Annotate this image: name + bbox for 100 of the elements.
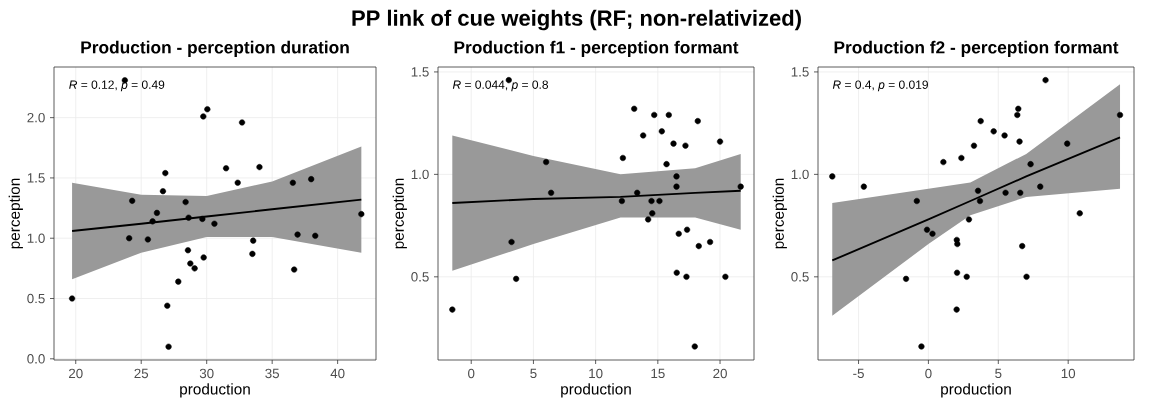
point <box>289 179 296 186</box>
point <box>974 187 982 194</box>
point <box>673 269 680 276</box>
point <box>923 226 931 233</box>
point <box>294 231 301 238</box>
x-tick-label: 5 <box>995 368 1002 379</box>
point <box>449 306 456 313</box>
point <box>977 118 984 125</box>
point <box>645 216 652 223</box>
y-tick-label: 1.5 <box>791 67 809 77</box>
point <box>716 138 724 145</box>
point <box>149 218 156 225</box>
point <box>1016 138 1023 145</box>
x-tick-label: 15 <box>651 368 665 379</box>
point <box>902 275 910 282</box>
y-tick-label: 1.5 <box>411 67 429 77</box>
x-tick-label: 5 <box>530 368 537 379</box>
point <box>673 183 680 190</box>
point <box>223 165 230 172</box>
point <box>234 179 241 186</box>
point <box>913 197 920 205</box>
point <box>965 216 973 223</box>
point <box>184 247 192 254</box>
x-tick-label: -5 <box>853 368 864 379</box>
x-axis-title: production <box>180 383 250 398</box>
point <box>958 154 965 162</box>
point <box>1014 111 1021 119</box>
point <box>663 161 670 168</box>
point <box>291 266 298 273</box>
point <box>631 105 638 112</box>
x-tick-label: 30 <box>199 368 214 379</box>
point <box>129 197 136 204</box>
point <box>256 164 263 171</box>
point <box>126 235 133 242</box>
point <box>954 269 961 276</box>
point <box>182 198 189 206</box>
point <box>211 220 218 227</box>
point <box>695 243 702 250</box>
point <box>1064 140 1071 147</box>
chart-title: Production f1 - perception formant <box>454 40 739 57</box>
y-tick-label: 1.0 <box>27 233 45 243</box>
text: PP link of cue weights (RF; non-relativized) <box>352 9 801 31</box>
point <box>651 111 658 119</box>
y-tick-label: 1.0 <box>411 169 429 180</box>
point <box>648 197 655 205</box>
point <box>963 273 970 280</box>
x-tick-label: 20 <box>69 368 83 379</box>
point <box>1076 210 1083 217</box>
point <box>200 113 207 120</box>
chart-title: Production f2 - perception formant <box>834 40 1119 57</box>
point <box>1017 189 1024 196</box>
point <box>238 119 246 126</box>
x-tick-label: 10 <box>589 368 603 379</box>
point <box>953 306 960 313</box>
y-tick-label: 1.5 <box>27 173 45 183</box>
point <box>1042 77 1049 84</box>
point <box>684 226 691 233</box>
point <box>640 132 647 139</box>
y-tick-label: 2.0 <box>27 112 45 123</box>
point <box>200 254 207 261</box>
point <box>918 343 925 350</box>
point <box>548 189 555 196</box>
point <box>199 215 206 222</box>
x-tick-label: 20 <box>713 368 727 379</box>
y-axis-title: perception <box>772 178 787 249</box>
x-axis-title: production <box>941 383 1011 398</box>
point <box>675 230 682 237</box>
point <box>694 118 701 125</box>
point <box>673 173 680 180</box>
point <box>191 265 198 272</box>
point <box>162 170 169 177</box>
point <box>513 275 520 282</box>
x-tick-label: 25 <box>134 368 149 379</box>
point <box>69 295 76 302</box>
x-tick-label: 0 <box>468 368 475 379</box>
x-tick-label: 0 <box>925 368 932 379</box>
line-series <box>71 198 363 232</box>
point <box>658 128 665 135</box>
point <box>185 214 192 221</box>
point <box>508 238 515 246</box>
point <box>656 197 663 205</box>
point <box>929 230 936 237</box>
point <box>159 188 167 195</box>
x-tick-label: 35 <box>265 368 280 379</box>
point <box>670 140 677 147</box>
y-tick-label: 0.5 <box>411 272 429 282</box>
point <box>682 142 689 149</box>
x-tick-label: 10 <box>1061 368 1076 379</box>
point <box>164 302 171 309</box>
point <box>665 111 672 119</box>
point <box>1002 189 1009 196</box>
point <box>691 343 698 350</box>
x-axis-title: production <box>561 383 631 398</box>
point <box>308 176 315 183</box>
point <box>619 154 626 162</box>
y-tick-label: 0.5 <box>27 293 45 304</box>
annotation: R = 0.4, p = 0.019 <box>832 80 928 92</box>
point <box>1027 161 1034 168</box>
point <box>683 273 690 280</box>
point <box>649 210 656 217</box>
